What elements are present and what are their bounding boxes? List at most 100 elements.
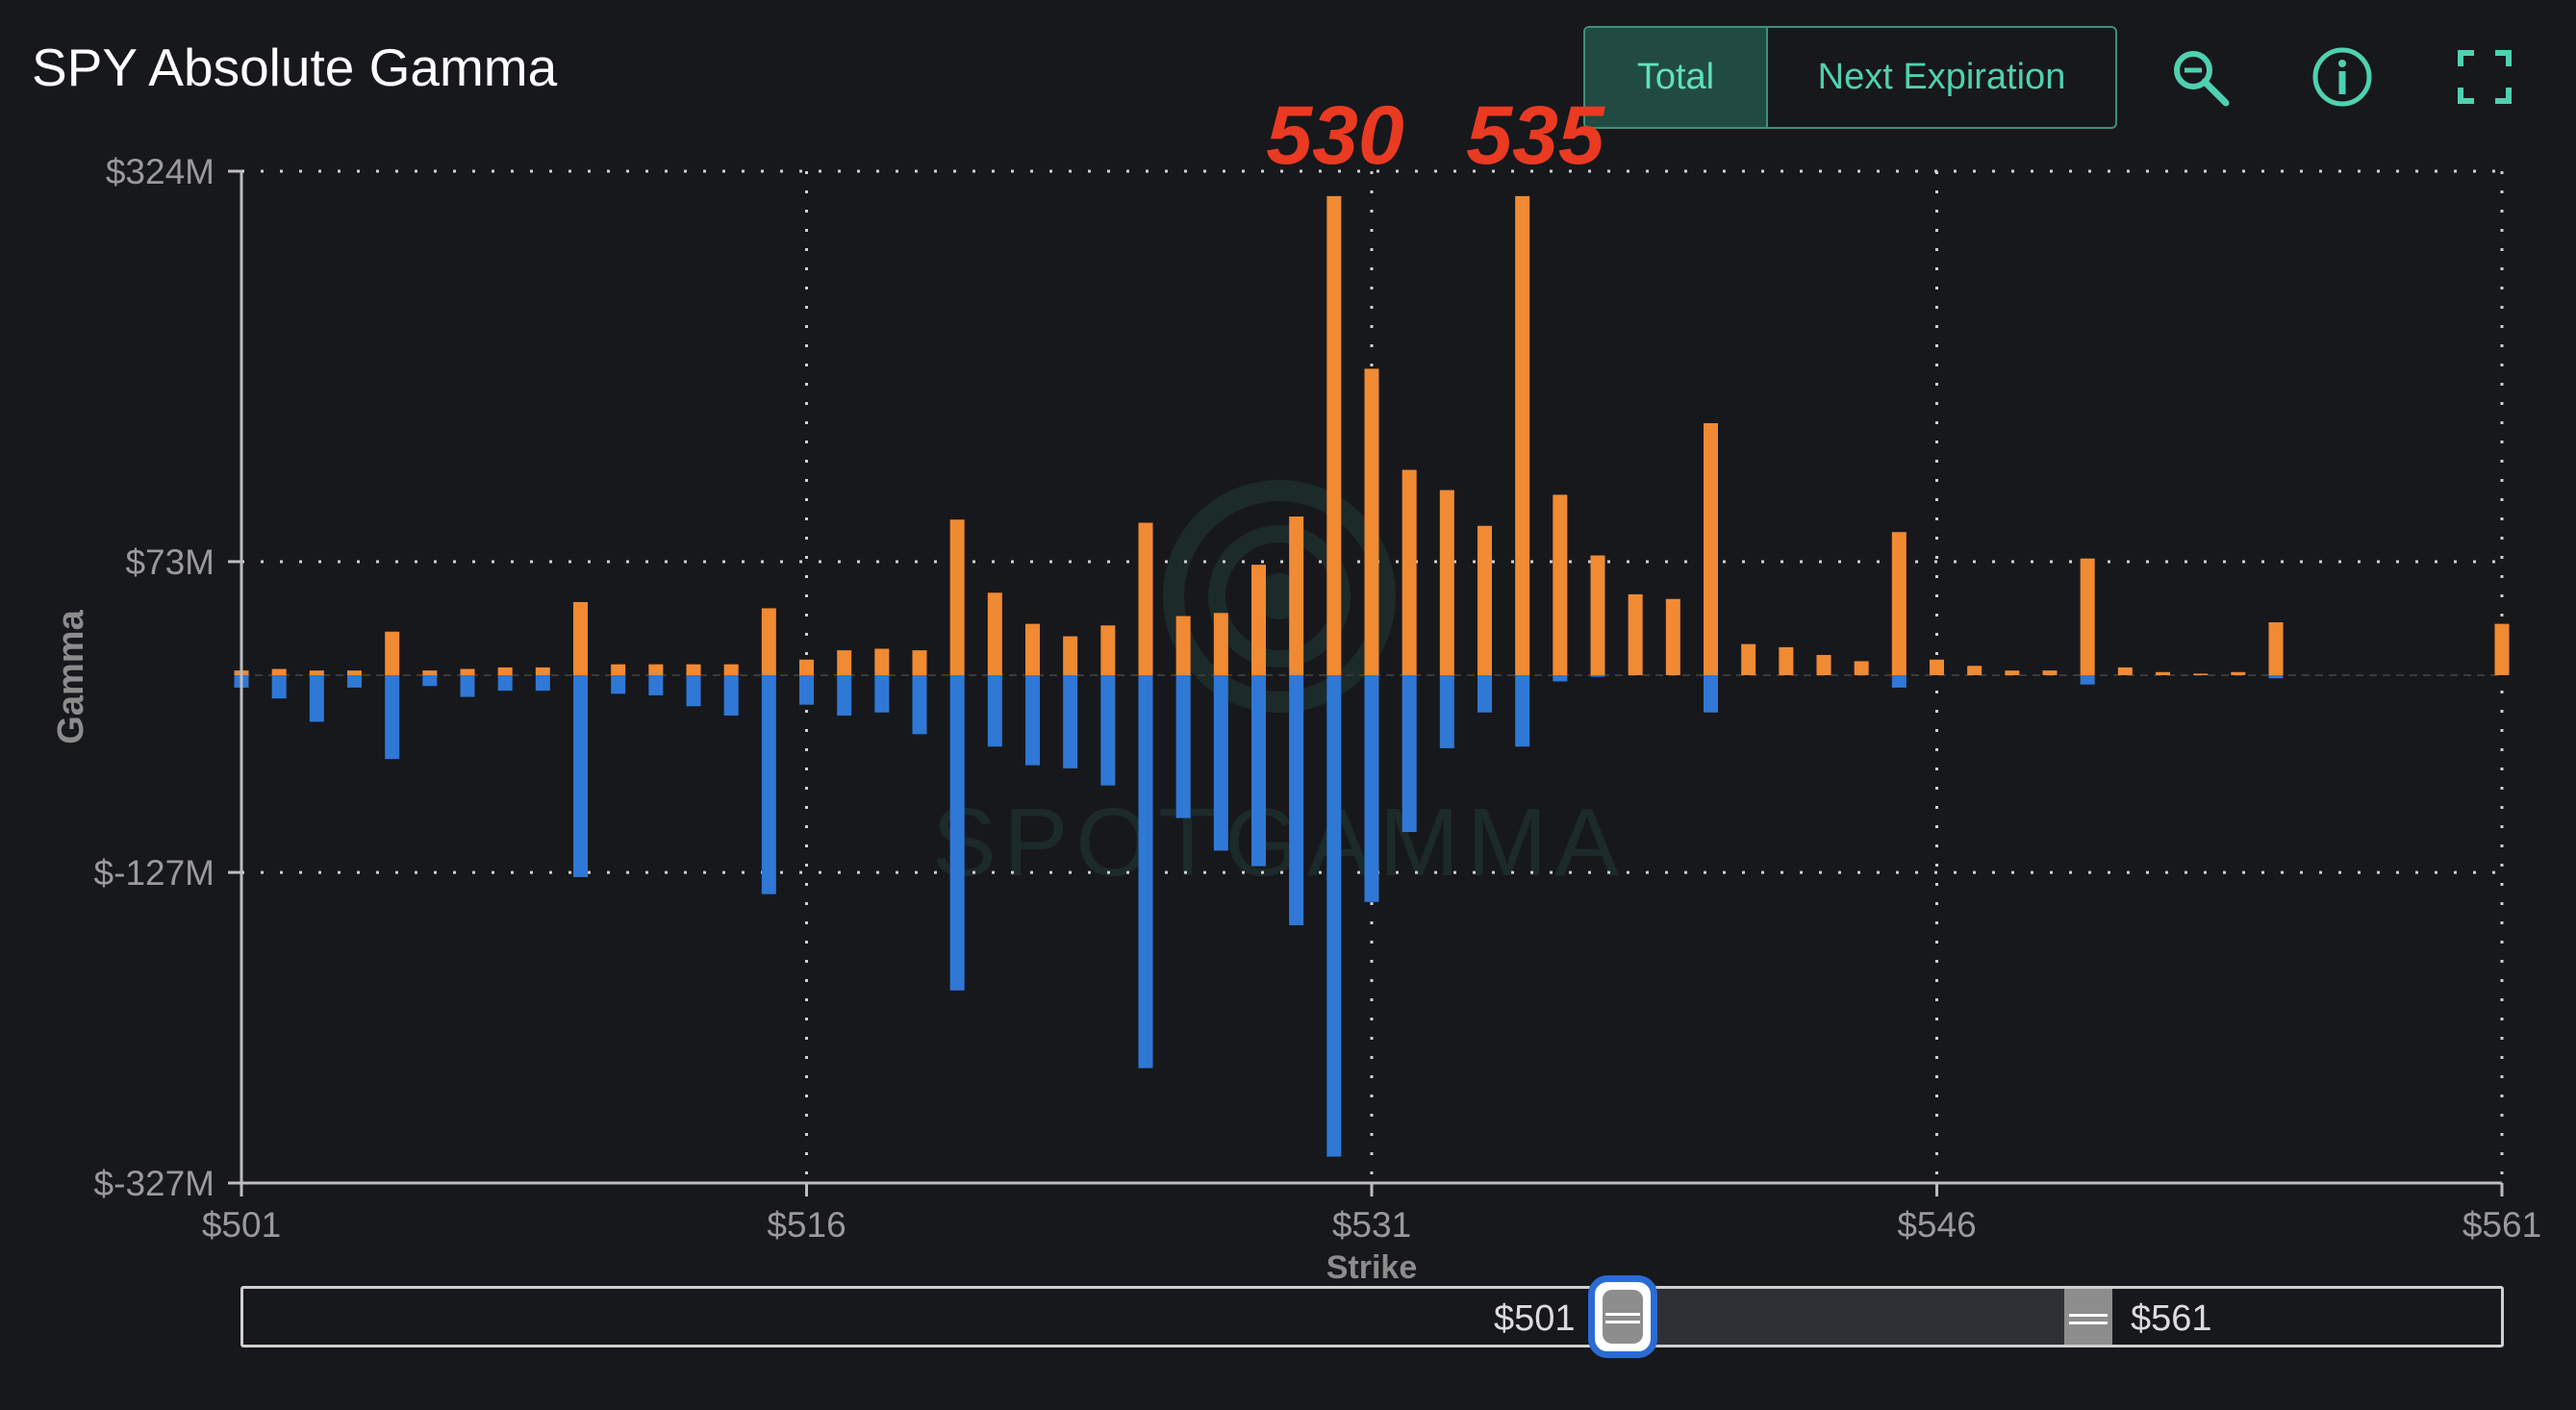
put-gamma-bar-514 xyxy=(723,675,739,716)
annotation-530: 530 xyxy=(1266,89,1404,182)
fullscreen-icon[interactable] xyxy=(2453,45,2516,109)
put-gamma-bar-532 xyxy=(1402,675,1417,833)
call-gamma-bar-532 xyxy=(1402,469,1417,675)
call-gamma-bar-542 xyxy=(1779,646,1794,675)
call-gamma-bar-520 xyxy=(949,519,965,675)
call-gamma-bar-549 xyxy=(2042,670,2058,675)
call-gamma-bar-515 xyxy=(761,608,776,675)
put-gamma-bar-516 xyxy=(799,675,814,705)
put-gamma-bar-513 xyxy=(686,675,701,707)
x-tick-label: $561 xyxy=(2462,1205,2541,1245)
range-max-label: $561 xyxy=(2131,1298,2212,1339)
put-gamma-bar-506 xyxy=(422,675,438,687)
put-gamma-bar-515 xyxy=(761,675,776,894)
put-gamma-bar-524 xyxy=(1100,675,1116,786)
put-gamma-bar-531 xyxy=(1364,675,1379,902)
call-gamma-bar-525 xyxy=(1138,522,1153,675)
call-gamma-bar-553 xyxy=(2193,673,2209,675)
call-gamma-bar-505 xyxy=(385,631,400,675)
next-expiration-toggle-button[interactable]: Next Expiration xyxy=(1817,57,2066,97)
x-tick-label: $531 xyxy=(1332,1205,1411,1245)
call-gamma-bar-533 xyxy=(1439,490,1454,675)
call-gamma-bar-527 xyxy=(1213,613,1228,675)
y-axis-label: Gamma xyxy=(51,609,91,743)
info-icon[interactable] xyxy=(2311,45,2374,109)
call-gamma-bar-547 xyxy=(1967,666,1983,675)
call-gamma-bar-551 xyxy=(2117,667,2133,675)
x-tick-label: $501 xyxy=(202,1205,281,1245)
call-gamma-bar-526 xyxy=(1175,616,1191,675)
put-gamma-bar-528 xyxy=(1251,675,1266,867)
y-tick-label: $-127M xyxy=(94,853,215,893)
put-gamma-bar-540 xyxy=(1704,675,1718,713)
call-gamma-bar-530 xyxy=(1326,195,1342,676)
put-gamma-bar-530 xyxy=(1326,675,1342,1157)
call-gamma-bar-540 xyxy=(1704,423,1718,675)
call-gamma-bar-539 xyxy=(1665,598,1680,675)
put-gamma-bar-512 xyxy=(648,675,664,695)
chart-title: SPY Absolute Gamma xyxy=(32,38,558,97)
call-gamma-bar-548 xyxy=(2005,670,2020,675)
put-gamma-bar-545 xyxy=(1891,675,1907,688)
x-axis-label: Strike xyxy=(1326,1249,1418,1286)
call-gamma-bar-531 xyxy=(1364,368,1379,675)
put-gamma-bar-517 xyxy=(837,675,852,716)
put-gamma-bar-518 xyxy=(874,675,890,713)
call-gamma-bar-519 xyxy=(912,650,927,675)
call-gamma-bar-509 xyxy=(535,667,550,675)
put-gamma-bar-503 xyxy=(309,675,324,722)
put-gamma-bar-520 xyxy=(949,675,965,991)
put-gamma-bar-508 xyxy=(497,675,513,692)
call-gamma-bar-513 xyxy=(686,664,701,675)
x-tick-label: $516 xyxy=(767,1205,846,1245)
call-gamma-bar-517 xyxy=(837,650,852,675)
zoom-icon[interactable] xyxy=(2168,45,2232,109)
call-gamma-bar-508 xyxy=(497,667,513,675)
call-gamma-bar-541 xyxy=(1741,643,1756,675)
call-gamma-bar-552 xyxy=(2156,671,2170,675)
call-gamma-bar-554 xyxy=(2231,671,2246,675)
range-selected-area[interactable] xyxy=(1623,1289,2100,1345)
call-gamma-bar-511 xyxy=(611,664,626,675)
put-gamma-bar-527 xyxy=(1213,675,1228,851)
put-gamma-bar-511 xyxy=(611,675,626,694)
put-gamma-bar-504 xyxy=(347,675,362,688)
call-gamma-bar-503 xyxy=(309,670,324,675)
range-max-handle[interactable] xyxy=(2064,1289,2112,1345)
watermark-text: SPOTGAMMA xyxy=(932,789,1627,896)
put-gamma-bar-509 xyxy=(535,675,550,692)
put-gamma-bar-534 xyxy=(1477,675,1492,713)
call-gamma-bar-524 xyxy=(1100,625,1116,675)
range-min-label: $501 xyxy=(1494,1298,1576,1339)
call-gamma-bar-546 xyxy=(1930,659,1944,675)
put-gamma-bar-510 xyxy=(573,675,588,877)
expiration-toggle: Total Next Expiration xyxy=(1583,26,2117,129)
call-gamma-bar-534 xyxy=(1477,525,1492,675)
y-tick-label: $-327M xyxy=(94,1164,215,1203)
call-gamma-bar-521 xyxy=(987,592,1002,675)
put-gamma-bar-522 xyxy=(1025,675,1040,766)
call-gamma-bar-522 xyxy=(1025,623,1040,675)
call-gamma-bar-528 xyxy=(1251,565,1266,675)
put-gamma-bar-523 xyxy=(1063,675,1078,768)
call-gamma-bar-544 xyxy=(1854,661,1869,675)
call-gamma-bar-545 xyxy=(1891,532,1907,675)
put-gamma-bar-537 xyxy=(1590,675,1605,677)
call-gamma-bar-514 xyxy=(723,664,739,675)
put-gamma-bar-526 xyxy=(1175,675,1191,818)
call-gamma-bar-506 xyxy=(422,670,438,675)
range-min-handle[interactable] xyxy=(1588,1275,1657,1358)
range-slider[interactable]: $501 $561 xyxy=(240,1275,2504,1358)
annotation-535: 535 xyxy=(1466,89,1605,182)
put-gamma-bar-521 xyxy=(987,675,1002,747)
total-toggle-button[interactable]: Total xyxy=(1585,28,1768,127)
call-gamma-bar-502 xyxy=(271,668,287,675)
call-gamma-bar-550 xyxy=(2080,558,2095,675)
call-gamma-bar-537 xyxy=(1590,555,1605,675)
call-gamma-bar-516 xyxy=(799,659,814,675)
put-gamma-bar-505 xyxy=(385,675,400,760)
y-tick-label: $73M xyxy=(125,542,215,582)
spotgamma-watermark: SPOTGAMMA xyxy=(932,480,1627,896)
put-gamma-bar-535 xyxy=(1515,675,1530,747)
